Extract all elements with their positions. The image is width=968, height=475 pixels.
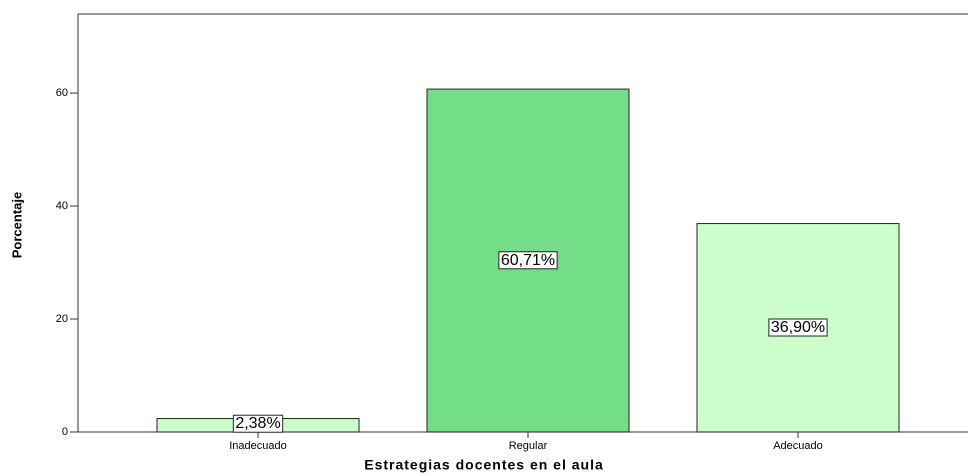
x-axis-title: Estrategias docentes en el aula <box>364 457 604 473</box>
value-label: 2,38% <box>235 415 280 432</box>
x-tick-label: Inadecuado <box>229 440 287 452</box>
value-label: 60,71% <box>501 252 555 269</box>
y-tick-label: 0 <box>62 426 68 438</box>
value-label-box <box>768 318 828 337</box>
x-tick-label: Regular <box>509 440 548 452</box>
y-tick-label: 40 <box>56 200 68 212</box>
value-label-box <box>498 251 558 270</box>
y-tick-label: 60 <box>56 87 68 99</box>
value-label: 36,90% <box>771 319 825 336</box>
value-label-box <box>232 414 284 433</box>
y-tick-label: 20 <box>56 313 68 325</box>
y-axis-title: Porcentaje <box>9 192 24 258</box>
x-tick-label: Adecuado <box>773 440 823 452</box>
